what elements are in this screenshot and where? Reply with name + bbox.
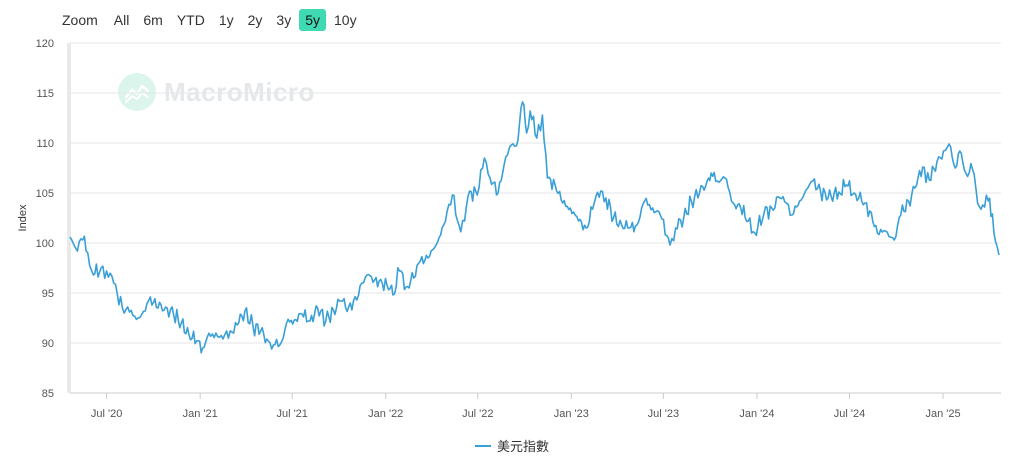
y-tick-label: 90 [42,338,54,350]
legend[interactable]: 美元指數 [0,436,1024,455]
x-tick-label: Jul '21 [276,408,307,420]
y-tick-label: 115 [36,88,54,100]
x-tick-label: Jan '25 [925,408,960,420]
x-tick-label: Jul '24 [834,408,865,420]
x-tick-label: Jan '23 [554,408,589,420]
y-tick-label: 85 [42,388,54,400]
zoom-button-3y[interactable]: 3y [276,12,292,28]
y-axis-label: Index [17,204,29,231]
zoom-button-ytd[interactable]: YTD [176,12,205,28]
x-tick-label: Jul '22 [462,408,493,420]
zoom-bar: Zoom All 6m YTD 1y 2y 3y 5y 10y [62,8,365,32]
macromicro-logo-icon [118,73,156,111]
zoom-button-6m[interactable]: 6m [143,12,163,28]
y-tick-label: 110 [36,138,54,150]
y-tick-label: 95 [42,288,54,300]
y-tick-label: 105 [36,188,54,200]
watermark-text: MacroMicro [164,76,315,107]
zoom-button-all[interactable]: All [113,12,130,28]
x-axis: Jul '20 Jan '21 Jul '21 Jan '22 Jul '22 Jan '… [70,392,1001,420]
zoom-button-1y[interactable]: 1y [218,12,234,28]
zoom-label: Zoom [62,12,98,28]
legend-series-name: 美元指數 [496,440,549,455]
y-axis: 85 90 95 100 105 110 115 120 [36,38,54,400]
series-layer [69,101,1000,354]
x-tick-label: Jul '20 [91,408,122,420]
y-tick-label: 120 [36,38,54,50]
scroll-handle-left[interactable] [67,43,71,393]
x-tick-label: Jan '24 [739,408,774,420]
x-tick-label: Jan '22 [368,408,403,420]
legend-line-icon [474,444,491,447]
series-line[interactable] [69,101,1000,354]
zoom-button-2y[interactable]: 2y [247,12,263,28]
zoom-button-10y[interactable]: 10y [334,12,357,28]
watermark: MacroMicro [118,73,315,111]
x-tick-label: Jan '21 [183,408,218,420]
y-tick-label: 100 [36,238,54,250]
x-tick-label: Jul '23 [648,408,679,420]
zoom-button-5y[interactable]: 5y [299,9,326,31]
grid-layer [70,42,1001,394]
